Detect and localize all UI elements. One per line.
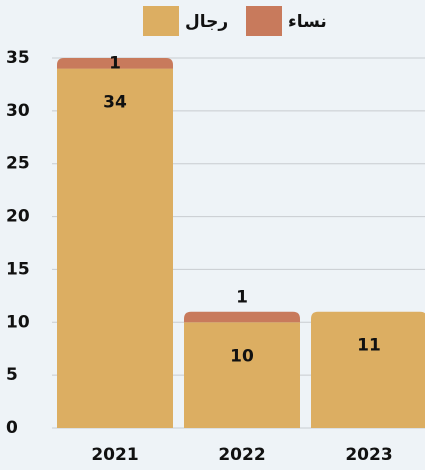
x-tick-label: 2022 bbox=[218, 445, 265, 465]
y-tick-label: 5 bbox=[6, 365, 18, 385]
bar-segment bbox=[311, 311, 425, 428]
value-label: 10 bbox=[230, 346, 254, 366]
legend-swatch bbox=[143, 6, 179, 36]
x-tick-label: 2021 bbox=[91, 445, 138, 465]
value-label: 1 bbox=[236, 288, 248, 308]
y-tick-label: 0 bbox=[6, 418, 18, 438]
y-tick-label: 10 bbox=[6, 312, 30, 332]
y-tick-label: 15 bbox=[6, 259, 30, 279]
y-tick-label: 35 bbox=[6, 48, 30, 68]
value-label: 1 bbox=[109, 53, 121, 73]
bar-segment bbox=[184, 311, 300, 323]
legend-swatch bbox=[246, 6, 282, 36]
x-tick-label: 2023 bbox=[345, 445, 392, 465]
value-label: 34 bbox=[103, 93, 127, 113]
y-tick-label: 30 bbox=[6, 101, 30, 121]
bar-segment bbox=[57, 68, 173, 429]
legend-label: نساء bbox=[288, 12, 327, 32]
y-tick-label: 20 bbox=[6, 207, 30, 227]
legend-label: رجال bbox=[185, 12, 228, 32]
bar-segment bbox=[57, 58, 173, 69]
value-label: 11 bbox=[357, 336, 381, 356]
y-tick-label: 25 bbox=[6, 154, 30, 174]
bar-segment bbox=[184, 322, 300, 428]
